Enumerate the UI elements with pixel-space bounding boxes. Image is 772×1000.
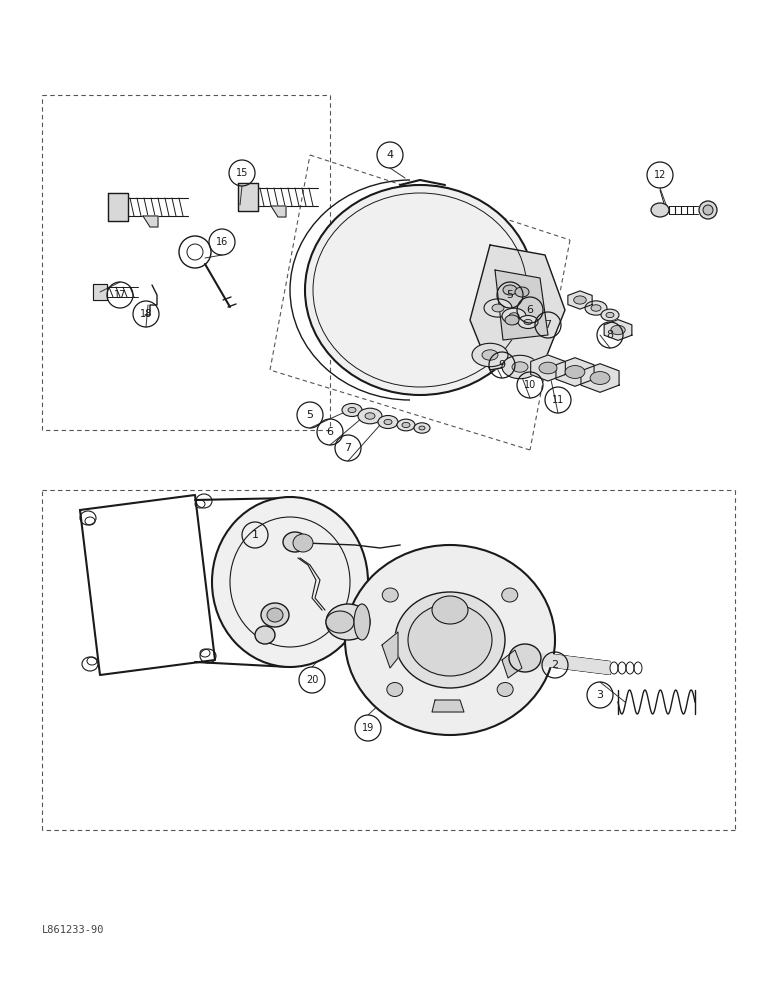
Ellipse shape: [419, 426, 425, 430]
Text: 12: 12: [654, 170, 666, 180]
Text: 8: 8: [607, 330, 614, 340]
Ellipse shape: [482, 350, 498, 360]
Ellipse shape: [255, 626, 275, 644]
Polygon shape: [495, 270, 548, 340]
Ellipse shape: [512, 362, 528, 372]
Text: 1: 1: [252, 530, 259, 540]
Ellipse shape: [267, 608, 283, 622]
Polygon shape: [604, 320, 631, 340]
Ellipse shape: [395, 592, 505, 688]
Ellipse shape: [326, 604, 370, 640]
Polygon shape: [432, 700, 464, 712]
Polygon shape: [382, 632, 398, 668]
Ellipse shape: [518, 316, 538, 328]
Ellipse shape: [212, 497, 368, 667]
Polygon shape: [568, 291, 592, 309]
Text: 15: 15: [235, 168, 248, 178]
Ellipse shape: [574, 296, 586, 304]
Ellipse shape: [326, 611, 354, 633]
Ellipse shape: [515, 287, 529, 297]
Text: 17: 17: [113, 290, 126, 300]
Text: 16: 16: [216, 237, 228, 247]
Ellipse shape: [293, 534, 313, 552]
Ellipse shape: [384, 419, 392, 425]
Ellipse shape: [382, 588, 398, 602]
Text: L861233-90: L861233-90: [42, 925, 104, 935]
Text: 7: 7: [344, 443, 351, 453]
Ellipse shape: [591, 305, 601, 311]
Polygon shape: [556, 358, 594, 386]
Text: 5: 5: [306, 410, 313, 420]
Ellipse shape: [305, 185, 535, 395]
Ellipse shape: [524, 319, 532, 325]
Text: 2: 2: [551, 660, 559, 670]
Ellipse shape: [699, 201, 717, 219]
Text: 10: 10: [524, 380, 536, 390]
Ellipse shape: [601, 309, 619, 321]
Ellipse shape: [497, 682, 513, 696]
Ellipse shape: [342, 403, 362, 416]
Ellipse shape: [502, 588, 518, 602]
Ellipse shape: [585, 301, 607, 315]
Ellipse shape: [387, 682, 403, 696]
Ellipse shape: [378, 416, 398, 428]
Text: 7: 7: [544, 320, 551, 330]
Text: 5: 5: [506, 290, 513, 300]
Ellipse shape: [509, 313, 519, 319]
Polygon shape: [530, 355, 565, 381]
Ellipse shape: [509, 644, 541, 672]
Ellipse shape: [606, 312, 614, 318]
Polygon shape: [530, 652, 610, 674]
Ellipse shape: [611, 325, 625, 335]
Text: 19: 19: [362, 723, 374, 733]
Ellipse shape: [503, 285, 517, 295]
Ellipse shape: [492, 304, 504, 312]
Text: 20: 20: [306, 675, 318, 685]
Ellipse shape: [539, 362, 557, 374]
Text: 4: 4: [387, 150, 394, 160]
Text: 18: 18: [140, 309, 152, 319]
Ellipse shape: [505, 315, 519, 325]
Ellipse shape: [345, 545, 555, 735]
Polygon shape: [108, 193, 128, 221]
Ellipse shape: [402, 422, 410, 428]
Ellipse shape: [414, 423, 430, 433]
Ellipse shape: [484, 299, 512, 317]
Polygon shape: [470, 245, 565, 370]
Ellipse shape: [408, 604, 492, 676]
Polygon shape: [93, 284, 107, 300]
Text: 6: 6: [327, 427, 334, 437]
Ellipse shape: [261, 603, 289, 627]
Polygon shape: [581, 364, 619, 392]
Ellipse shape: [354, 604, 370, 640]
Polygon shape: [238, 183, 258, 211]
Ellipse shape: [283, 532, 307, 552]
Ellipse shape: [472, 343, 508, 367]
Ellipse shape: [432, 596, 468, 624]
Text: 9: 9: [499, 360, 506, 370]
Ellipse shape: [348, 407, 356, 413]
Ellipse shape: [502, 355, 538, 379]
Ellipse shape: [397, 419, 415, 431]
Text: 6: 6: [527, 305, 533, 315]
Text: 11: 11: [552, 395, 564, 405]
Ellipse shape: [502, 308, 526, 324]
Ellipse shape: [358, 408, 382, 424]
Polygon shape: [502, 650, 522, 678]
Ellipse shape: [590, 372, 610, 384]
Polygon shape: [143, 216, 158, 227]
Ellipse shape: [703, 205, 713, 215]
Ellipse shape: [365, 413, 375, 419]
Text: 3: 3: [597, 690, 604, 700]
Ellipse shape: [651, 203, 669, 217]
Polygon shape: [271, 206, 286, 217]
Ellipse shape: [565, 366, 585, 378]
